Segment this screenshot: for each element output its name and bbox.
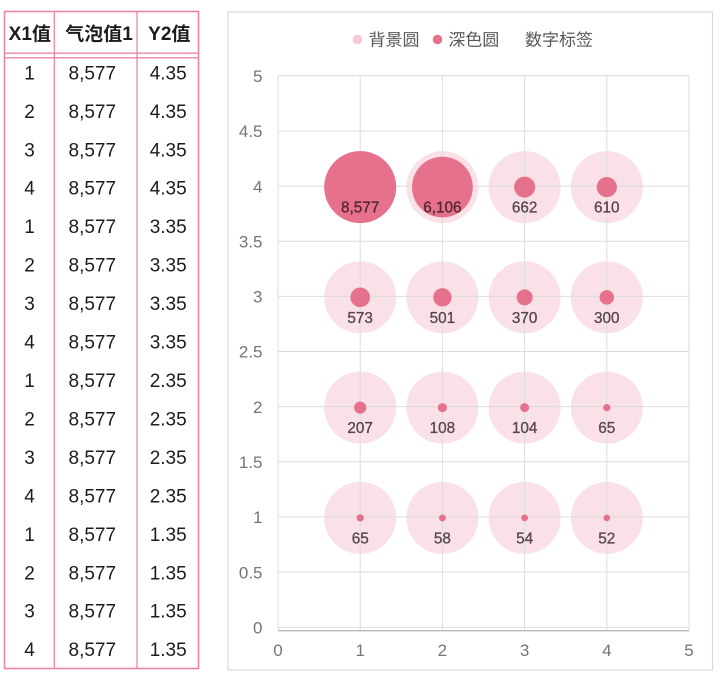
svg-text:5: 5 <box>684 641 693 660</box>
svg-text:1: 1 <box>24 371 35 392</box>
svg-text:2: 2 <box>24 563 35 584</box>
svg-text:2.35: 2.35 <box>150 448 187 469</box>
svg-text:4: 4 <box>602 641 611 660</box>
svg-text:3.35: 3.35 <box>150 256 187 277</box>
svg-text:1: 1 <box>122 24 133 45</box>
svg-text:3: 3 <box>24 448 35 469</box>
svg-text:4.35: 4.35 <box>150 102 187 123</box>
svg-text:2.35: 2.35 <box>150 371 187 392</box>
svg-text:8,577: 8,577 <box>69 563 117 584</box>
svg-text:4: 4 <box>24 179 35 200</box>
svg-text:4.35: 4.35 <box>150 63 187 84</box>
svg-text:207: 207 <box>347 420 373 437</box>
svg-text:104: 104 <box>512 420 538 437</box>
svg-text:54: 54 <box>516 531 534 548</box>
svg-text:1: 1 <box>24 525 35 546</box>
svg-text:1.5: 1.5 <box>239 453 263 472</box>
svg-text:8,577: 8,577 <box>69 371 117 392</box>
svg-text:8,577: 8,577 <box>69 602 117 623</box>
svg-text:4: 4 <box>24 333 35 354</box>
svg-text:X1: X1 <box>9 24 33 45</box>
svg-text:3.35: 3.35 <box>150 294 187 315</box>
svg-text:8,577: 8,577 <box>69 640 117 661</box>
svg-text:4: 4 <box>24 640 35 661</box>
svg-text:2: 2 <box>253 398 262 417</box>
svg-text:8,577: 8,577 <box>69 525 117 546</box>
svg-text:2.5: 2.5 <box>239 343 263 362</box>
svg-text:2: 2 <box>24 102 35 123</box>
svg-text:300: 300 <box>594 310 620 327</box>
svg-text:8,577: 8,577 <box>69 486 117 507</box>
svg-text:8,577: 8,577 <box>69 256 117 277</box>
svg-text:5: 5 <box>253 67 262 86</box>
svg-text:Y2: Y2 <box>148 24 171 45</box>
svg-text:8,577: 8,577 <box>69 333 117 354</box>
svg-text:65: 65 <box>352 531 369 548</box>
svg-text:3: 3 <box>253 288 262 307</box>
svg-text:8,577: 8,577 <box>341 200 379 217</box>
svg-text:8,577: 8,577 <box>69 294 117 315</box>
svg-text:3: 3 <box>520 641 529 660</box>
svg-text:4: 4 <box>253 177 262 196</box>
svg-text:8,577: 8,577 <box>69 409 117 430</box>
svg-text:108: 108 <box>430 420 456 437</box>
svg-text:4.35: 4.35 <box>150 179 187 200</box>
svg-text:1: 1 <box>24 217 35 238</box>
svg-text:4.5: 4.5 <box>239 122 263 141</box>
svg-text:1: 1 <box>253 508 262 527</box>
svg-text:4: 4 <box>24 486 35 507</box>
svg-text:2: 2 <box>24 409 35 430</box>
svg-text:3: 3 <box>24 602 35 623</box>
svg-text:0: 0 <box>273 641 282 660</box>
svg-text:4.35: 4.35 <box>150 140 187 161</box>
svg-text:3: 3 <box>24 294 35 315</box>
svg-text:610: 610 <box>594 200 620 217</box>
svg-text:2: 2 <box>438 641 447 660</box>
svg-text:65: 65 <box>598 420 615 437</box>
svg-text:1: 1 <box>24 63 35 84</box>
svg-text:1.35: 1.35 <box>150 525 187 546</box>
svg-text:1.35: 1.35 <box>150 563 187 584</box>
svg-text:8,577: 8,577 <box>69 140 117 161</box>
svg-text:8,577: 8,577 <box>69 102 117 123</box>
svg-text:58: 58 <box>434 531 451 548</box>
svg-text:1: 1 <box>355 641 364 660</box>
svg-text:0: 0 <box>253 618 262 637</box>
svg-text:3.5: 3.5 <box>239 232 263 251</box>
svg-text:8,577: 8,577 <box>69 217 117 238</box>
svg-text:8,577: 8,577 <box>69 179 117 200</box>
svg-text:573: 573 <box>347 310 373 327</box>
svg-text:3: 3 <box>24 140 35 161</box>
svg-text:662: 662 <box>512 200 538 217</box>
svg-text:6,106: 6,106 <box>423 200 461 217</box>
svg-text:2.35: 2.35 <box>150 409 187 430</box>
svg-text:52: 52 <box>598 531 615 548</box>
svg-text:370: 370 <box>512 310 538 327</box>
svg-text:8,577: 8,577 <box>69 448 117 469</box>
svg-text:2: 2 <box>24 256 35 277</box>
svg-text:8,577: 8,577 <box>69 63 117 84</box>
svg-text:3.35: 3.35 <box>150 217 187 238</box>
svg-text:1.35: 1.35 <box>150 640 187 661</box>
svg-text:0.5: 0.5 <box>239 563 263 582</box>
svg-text:3.35: 3.35 <box>150 333 187 354</box>
svg-text:501: 501 <box>430 310 456 327</box>
svg-text:2.35: 2.35 <box>150 486 187 507</box>
svg-text:1.35: 1.35 <box>150 602 187 623</box>
